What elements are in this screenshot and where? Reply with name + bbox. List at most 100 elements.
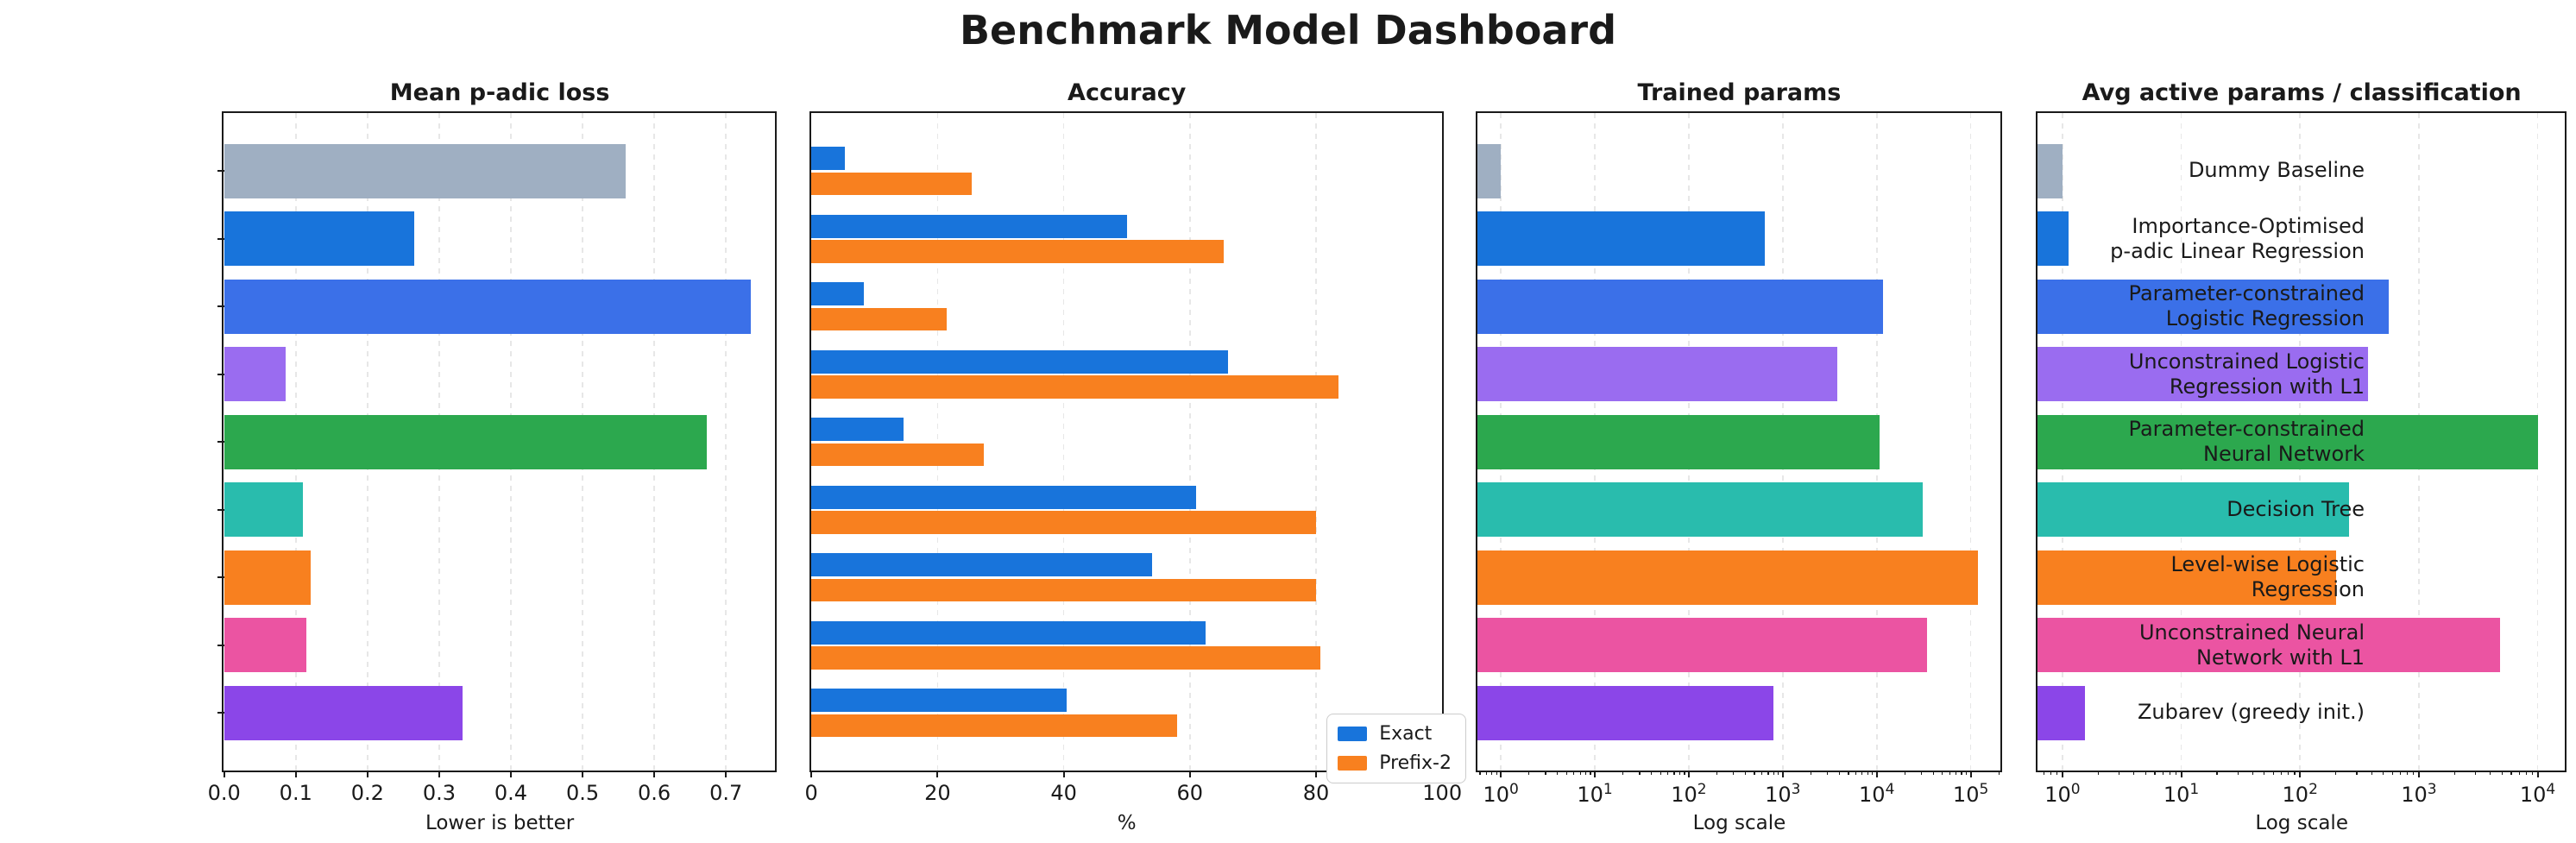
gridline: [1315, 113, 1317, 771]
x-tick-minor: [2216, 771, 2218, 775]
x-tick-minor: [2050, 771, 2052, 775]
x-tick-minor: [1479, 771, 1481, 775]
x-tick-label: 105: [1952, 781, 1989, 807]
x-tick-minor: [1496, 771, 1497, 775]
x-tick-minor: [1545, 771, 1546, 775]
x-tick: [223, 771, 225, 777]
y-tick: [217, 644, 224, 646]
x-tick-minor: [1848, 771, 1849, 775]
x-tick-label: 0.6: [638, 781, 671, 805]
bar-trained-params-parameter-constrained-neural-network: [1477, 414, 1880, 469]
x-tick: [366, 771, 368, 777]
x-tick-minor: [1961, 771, 1962, 775]
x-tick-label: 0: [804, 781, 818, 805]
bar-avg-active-params-classification-parameter-constrained-neural-network: [2037, 414, 2538, 469]
bar-avg-active-params-classification-parameter-constrained-logistic-regression: [2037, 279, 2390, 334]
x-tick-minor: [2525, 771, 2527, 775]
y-tick: [217, 305, 224, 308]
x-tick-minor: [1733, 771, 1735, 775]
x-tick: [725, 771, 727, 777]
x-tick-label: 102: [1671, 781, 1707, 807]
x-tick: [1687, 771, 1690, 777]
y-category-label-level-wise-logistic-regression: Level-wise Logistic Regression: [2170, 552, 2365, 602]
x-tick-minor: [1827, 771, 1829, 775]
bar-avg-active-params-classification-decision-tree: [2037, 482, 2350, 538]
x-tick-minor: [2391, 771, 2393, 775]
x-tick-minor: [2518, 771, 2520, 775]
bar-exact-parameter-constrained-neural-network: [811, 418, 904, 442]
bar-trained-params-zubarev-greedy-init: [1477, 685, 1774, 740]
x-tick-label: 102: [2282, 781, 2318, 807]
x-tick-minor: [2453, 771, 2455, 775]
x-tick-label: 0.3: [422, 781, 456, 805]
x-tick-label: 101: [2163, 781, 2200, 807]
bar-mean-p-adic-loss-zubarev-greedy-init: [224, 685, 463, 740]
legend-item-prefix-2: Prefix-2: [1338, 752, 1452, 774]
x-tick-minor: [1744, 771, 1747, 775]
bar-avg-active-params-classification-unconstrained-logistic-regression-with-l1: [2037, 347, 2369, 402]
legend-item-exact: Exact: [1338, 723, 1452, 745]
bar-exact-dummy-baseline: [811, 147, 845, 171]
bar-exact-level-wise-logistic-regression: [811, 553, 1152, 577]
bar-trained-params-unconstrained-logistic-regression-with-l1: [1477, 347, 1837, 402]
bar-prefix-2-parameter-constrained-neural-network: [811, 443, 985, 467]
x-tick: [1188, 771, 1191, 777]
x-tick-minor: [1490, 771, 1493, 775]
x-tick: [2536, 771, 2539, 777]
x-axis-label-trained-params: Log scale: [1692, 812, 1786, 834]
x-tick-minor: [1678, 771, 1680, 775]
bar-mean-p-adic-loss-unconstrained-logistic-regression-with-l1: [224, 347, 287, 402]
bar-prefix-2-unconstrained-neural-network-with-l1: [811, 646, 1321, 670]
bar-trained-params-importance-optimised-p-adic-linear-regression: [1477, 211, 1766, 267]
x-tick-label: 100: [1483, 781, 1519, 807]
bar-mean-p-adic-loss-level-wise-logistic-regression: [224, 550, 312, 605]
x-tick-minor: [1761, 771, 1763, 775]
gridline: [2536, 113, 2539, 771]
x-tick: [936, 771, 939, 777]
x-tick-minor: [1773, 771, 1774, 775]
x-tick-minor: [1639, 771, 1641, 775]
x-tick-label: 104: [2519, 781, 2556, 807]
x-tick-minor: [2294, 771, 2296, 775]
x-tick-label: 103: [2401, 781, 2437, 807]
legend-swatch-prefix-2: [1338, 756, 1368, 771]
x-tick: [810, 771, 813, 777]
bar-prefix-2-zubarev-greedy-init: [811, 714, 1178, 737]
x-tick-minor: [2237, 771, 2239, 775]
y-tick: [217, 373, 224, 375]
y-tick: [217, 170, 224, 173]
x-axis-label-avg-active-params-classification: Log scale: [2255, 812, 2348, 834]
x-tick-label: 103: [1765, 781, 1801, 807]
y-tick: [217, 576, 224, 579]
x-tick-label: 0.1: [279, 781, 312, 805]
x-axis-label-mean-p-adic-loss: Lower is better: [425, 812, 575, 834]
gridline: [1969, 113, 1972, 771]
x-tick-minor: [1673, 771, 1675, 775]
x-tick: [438, 771, 440, 777]
panel-title-mean-p-adic-loss: Mean p-adic loss: [389, 79, 610, 106]
x-tick-label: 40: [1050, 781, 1077, 805]
x-tick-minor: [1867, 771, 1868, 775]
x-tick-minor: [2335, 771, 2337, 775]
bar-mean-p-adic-loss-dummy-baseline: [224, 143, 626, 198]
legend-swatch-exact: [1338, 727, 1368, 741]
x-tick-minor: [1485, 771, 1487, 775]
x-tick-minor: [2145, 771, 2146, 775]
x-tick-minor: [2252, 771, 2254, 775]
bar-prefix-2-importance-optimised-p-adic-linear-regression: [811, 240, 1224, 263]
x-tick-minor: [1565, 771, 1567, 775]
x-tick-minor: [2474, 771, 2477, 775]
x-tick-minor: [1872, 771, 1874, 775]
x-tick-label: 80: [1302, 781, 1330, 805]
bar-mean-p-adic-loss-unconstrained-neural-network-with-l1: [224, 618, 307, 673]
x-tick-minor: [1942, 771, 1943, 775]
panel-title-avg-active-params-classification: Avg active params / classification: [2082, 79, 2522, 106]
y-category-label-dummy-baseline: Dummy Baseline: [2188, 158, 2365, 183]
x-tick-minor: [1921, 771, 1923, 775]
x-tick: [653, 771, 656, 777]
x-tick-minor: [1579, 771, 1581, 775]
x-tick-minor: [2382, 771, 2384, 775]
x-tick: [1875, 771, 1878, 777]
x-tick-label: 101: [1577, 781, 1613, 807]
